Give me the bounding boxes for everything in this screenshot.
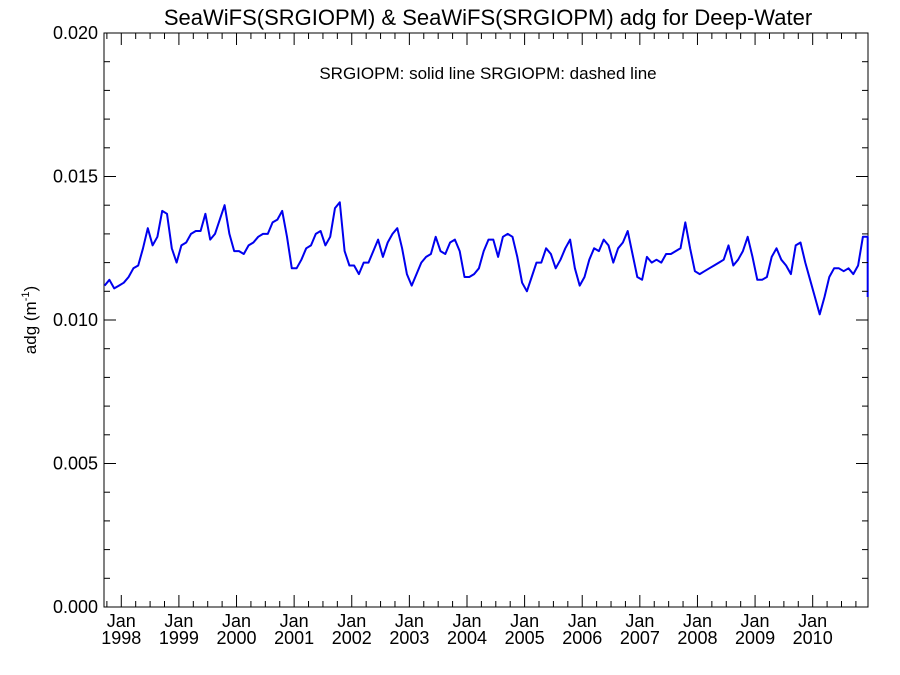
x-tick-label-year: 2007 <box>620 628 660 648</box>
x-tick-label-year: 1998 <box>101 628 141 648</box>
x-tick-label-month: Jan <box>395 611 424 631</box>
x-tick-label-year: 2006 <box>562 628 602 648</box>
line-style-annotation: SRGIOPM: solid line SRGIOPM: dashed line <box>319 64 656 83</box>
x-tick-label-year: 2002 <box>332 628 372 648</box>
plot-frame <box>103 32 869 608</box>
x-tick-label-year: 2005 <box>505 628 545 648</box>
y-axis-label-main: adg (m <box>21 301 40 354</box>
y-tick-label: 0.020 <box>53 23 98 43</box>
x-tick-label-month: Jan <box>222 611 251 631</box>
series-line-solid <box>103 201 869 316</box>
y-tick-label: 0.010 <box>53 310 98 330</box>
y-axis-label-superscript: -1 <box>20 291 32 301</box>
x-tick-label-year: 2003 <box>389 628 429 648</box>
series-layer <box>103 201 869 316</box>
y-tick-label: 0.015 <box>53 167 98 187</box>
x-tick-label-month: Jan <box>164 611 193 631</box>
x-tick-label-month: Jan <box>798 611 827 631</box>
x-tick-label-year: 2001 <box>274 628 314 648</box>
axes-frame <box>103 32 869 608</box>
x-tick-label-year: 2009 <box>735 628 775 648</box>
y-axis-label: adg (m-1) <box>20 286 40 354</box>
x-tick-label-year: 1999 <box>159 628 199 648</box>
x-tick-label-year: 2000 <box>216 628 256 648</box>
chart-title: SeaWiFS(SRGIOPM) & SeaWiFS(SRGIOPM) adg … <box>164 5 812 30</box>
x-tick-label-year: 2008 <box>677 628 717 648</box>
x-tick-label-month: Jan <box>625 611 654 631</box>
x-tick-label-month: Jan <box>452 611 481 631</box>
x-tick-label-month: Jan <box>280 611 309 631</box>
x-tick-label-month: Jan <box>337 611 366 631</box>
y-axis-label-close: ) <box>21 286 40 292</box>
x-tick-label-month: Jan <box>568 611 597 631</box>
y-tick-label: 0.005 <box>53 454 98 474</box>
y-tick-label: 0.000 <box>53 597 98 617</box>
x-tick-label-month: Jan <box>741 611 770 631</box>
x-tick-label-year: 2010 <box>793 628 833 648</box>
x-tick-label-month: Jan <box>683 611 712 631</box>
tick-layer: 0.0000.0050.0100.0150.020Jan1998Jan1999J… <box>53 23 868 648</box>
x-tick-label-year: 2004 <box>447 628 487 648</box>
x-tick-label-month: Jan <box>107 611 136 631</box>
x-tick-label-month: Jan <box>510 611 539 631</box>
